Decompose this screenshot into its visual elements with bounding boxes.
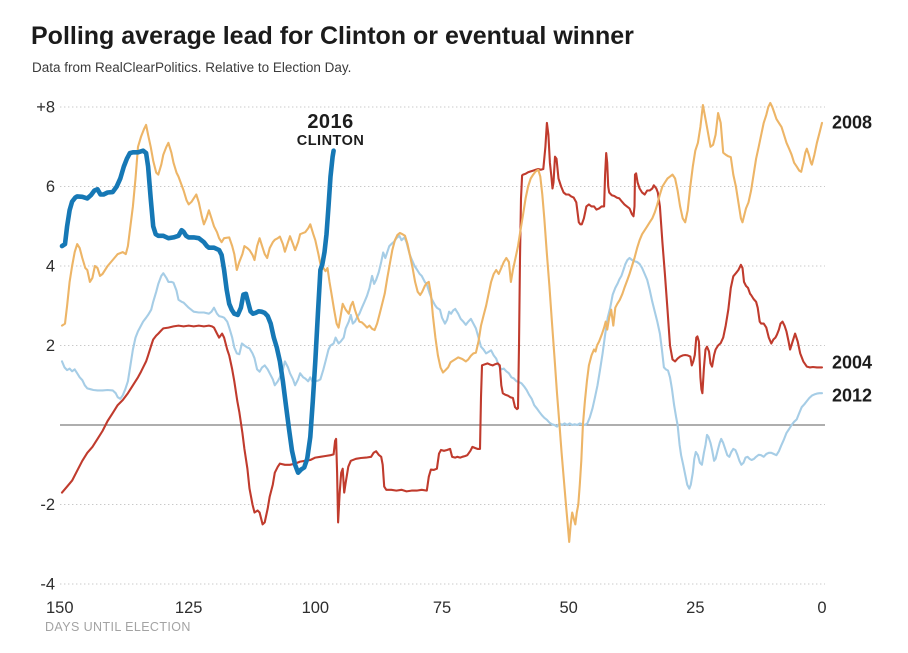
y-tick-label-4: 4	[46, 258, 55, 276]
series-line-2016	[59, 148, 336, 476]
annotation-2016-clinton: 2016 CLINTON	[297, 112, 365, 149]
series-label-2004: 2004	[832, 352, 873, 373]
x-tick-label-125: 125	[175, 599, 203, 617]
page-title: Polling average lead for Clinton or even…	[31, 22, 634, 50]
y-tick-label-+8: +8	[36, 99, 55, 117]
y-tick-label-2: 2	[46, 337, 55, 355]
x-tick-label-150: 150	[46, 599, 74, 617]
annotation-year: 2016	[307, 110, 354, 133]
series-line-2008	[60, 101, 824, 543]
y-tick-label-6: 6	[46, 178, 55, 196]
series-label-2012: 2012	[832, 385, 873, 406]
x-tick-label-25: 25	[686, 599, 704, 617]
page-subtitle: Data from RealClearPolitics. Relative to…	[32, 60, 352, 75]
x-tick-label-100: 100	[302, 599, 330, 617]
y-tick-label--4: -4	[40, 576, 55, 594]
x-tick-label-50: 50	[559, 599, 577, 617]
x-tick-label-75: 75	[433, 599, 451, 617]
series-line-2012	[60, 234, 824, 490]
x-axis-title: DAYS UNTIL ELECTION	[45, 620, 191, 634]
series-line-2004	[60, 121, 824, 526]
x-tick-label-0: 0	[817, 599, 826, 617]
annotation-candidate: CLINTON	[296, 132, 365, 149]
series-label-2008: 2008	[832, 112, 873, 133]
y-tick-label--2: -2	[40, 496, 55, 514]
